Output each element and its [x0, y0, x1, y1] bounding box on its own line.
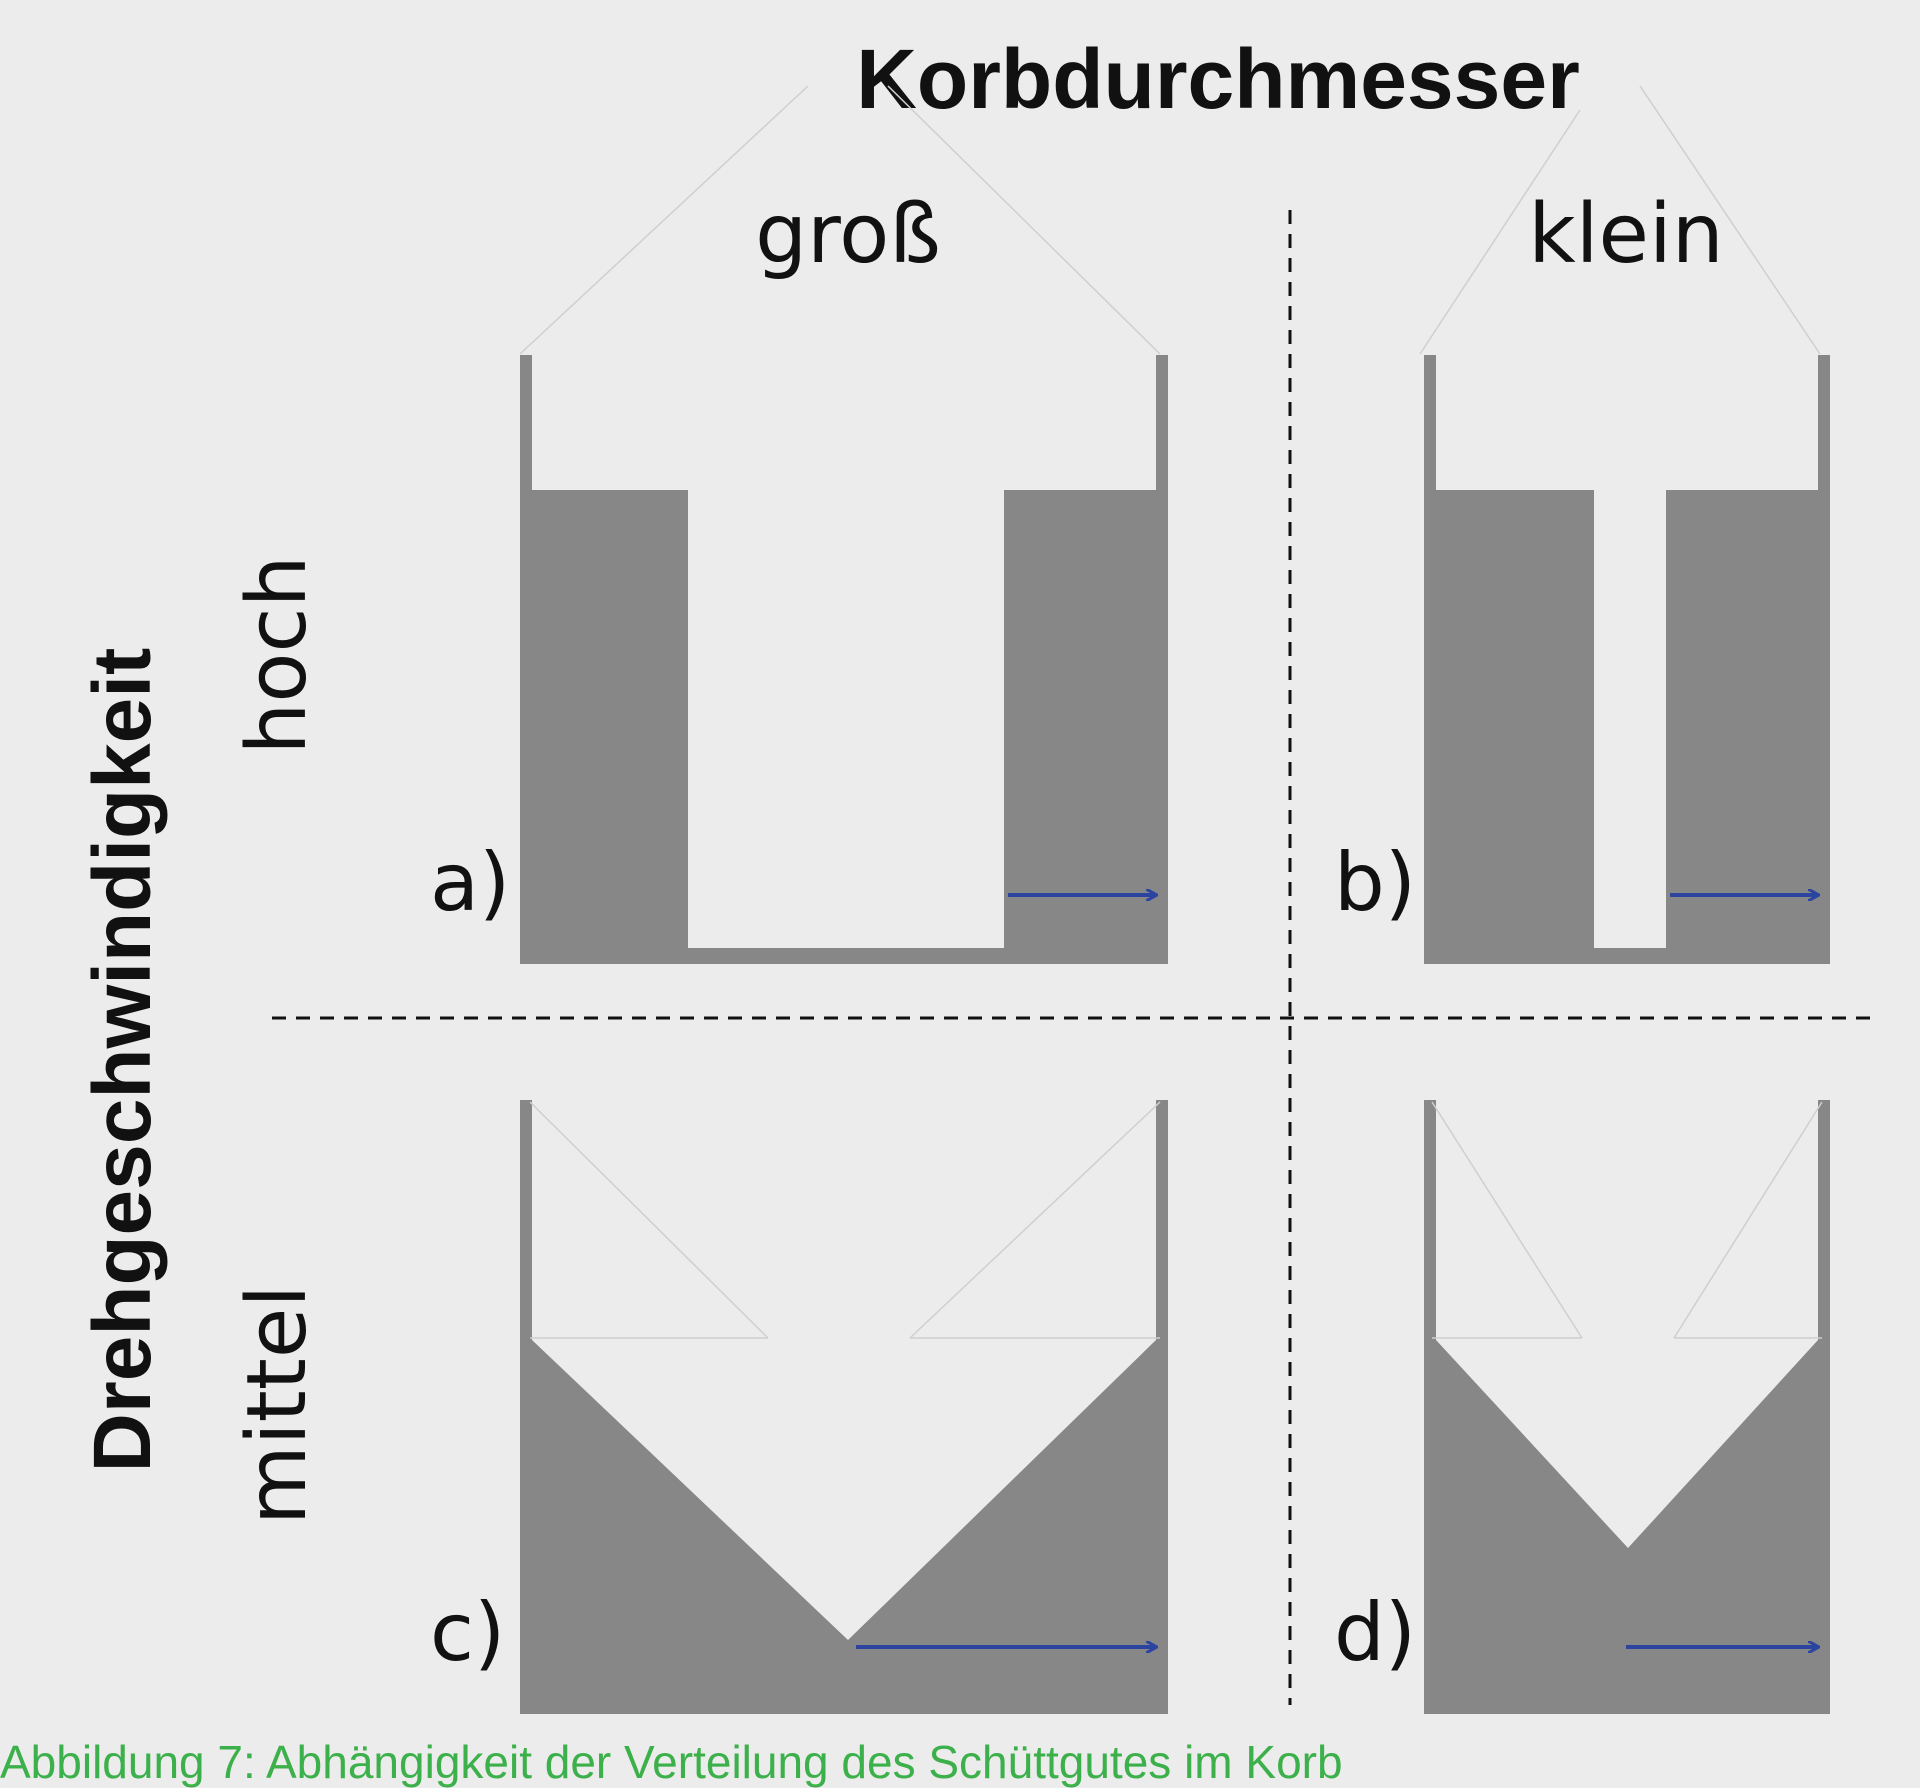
row-label-high: hoch	[230, 555, 325, 754]
panel-c-basket	[520, 1100, 1168, 1714]
title-connector-lines	[519, 85, 1821, 355]
panel-b-label: b)	[1334, 836, 1416, 929]
figure-caption: Abbildung 7: Abhängigkeit der Verteilung…	[0, 1736, 1343, 1788]
axis-title: Drehgeschwindigkeit	[77, 648, 168, 1473]
panel-c-label: c)	[430, 1586, 505, 1679]
panel-b-basket	[1424, 355, 1830, 964]
column-label-small: klein	[1528, 187, 1723, 282]
diagram-title: Korbdurchmesser	[856, 32, 1580, 126]
panel-d-basket	[1424, 1100, 1830, 1714]
panel-d-label: d)	[1334, 1586, 1416, 1679]
panel-a-basket	[520, 355, 1168, 964]
column-label-large: groß	[755, 187, 941, 282]
panel-a-label: a)	[430, 836, 510, 929]
row-label-medium: mittel	[230, 1285, 325, 1525]
